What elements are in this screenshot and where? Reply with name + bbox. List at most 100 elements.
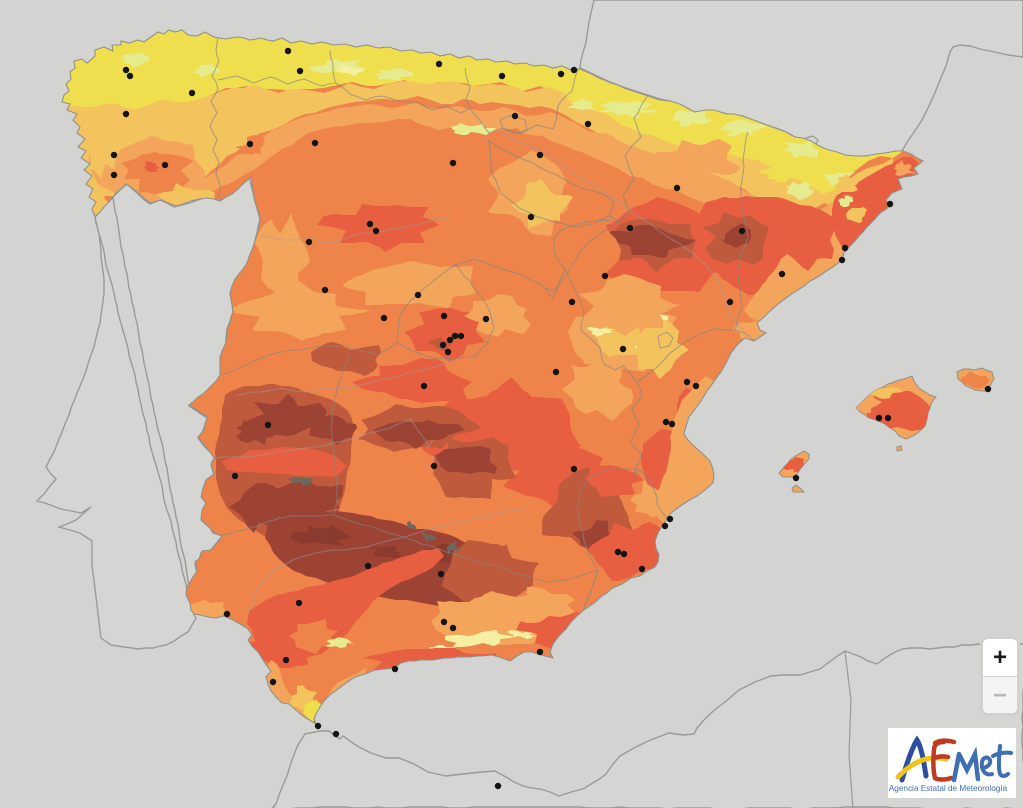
station-dot[interactable]	[110, 151, 118, 159]
station-dot[interactable]	[884, 414, 892, 422]
station-dot[interactable]	[231, 472, 239, 480]
station-dot[interactable]	[435, 60, 443, 68]
temp-patch-paleGreen	[600, 101, 657, 118]
station-dot[interactable]	[841, 244, 849, 252]
station-dot[interactable]	[414, 291, 422, 299]
temp-patch-red	[144, 161, 160, 172]
station-dot[interactable]	[110, 171, 118, 179]
station-dot[interactable]	[321, 286, 329, 294]
temp-patch-pale	[507, 630, 537, 639]
station-dot[interactable]	[366, 220, 374, 228]
station-dot[interactable]	[430, 462, 438, 470]
station-dot[interactable]	[570, 66, 578, 74]
station-dot[interactable]	[626, 224, 634, 232]
station-dot[interactable]	[380, 314, 388, 322]
station-dot[interactable]	[875, 414, 883, 422]
station-dot[interactable]	[122, 110, 130, 118]
station-dot[interactable]	[778, 270, 786, 278]
station-dot[interactable]	[536, 151, 544, 159]
island-formentera	[791, 484, 806, 493]
station-dot[interactable]	[311, 139, 319, 147]
station-dot[interactable]	[984, 385, 992, 393]
station-dot[interactable]	[494, 782, 502, 790]
station-dot[interactable]	[126, 72, 134, 80]
station-dot[interactable]	[683, 378, 691, 386]
temperature-layers	[62, 30, 919, 724]
island-patch	[960, 371, 990, 389]
station-dot[interactable]	[726, 298, 734, 306]
station-dot[interactable]	[584, 120, 592, 128]
algeria-border	[844, 651, 854, 808]
station-dot[interactable]	[332, 730, 340, 738]
temp-patch-yellow	[758, 160, 795, 183]
station-dot[interactable]	[122, 66, 130, 74]
station-dot[interactable]	[284, 47, 292, 55]
station-dot[interactable]	[295, 599, 303, 607]
station-dot[interactable]	[738, 227, 746, 235]
station-dot[interactable]	[314, 722, 322, 730]
region-border	[335, 82, 471, 114]
station-dot[interactable]	[792, 474, 800, 482]
station-dot[interactable]	[527, 213, 535, 221]
station-dot[interactable]	[570, 465, 578, 473]
station-dot[interactable]	[449, 159, 457, 167]
station-dot[interactable]	[391, 665, 399, 673]
station-dot[interactable]	[886, 200, 894, 208]
station-dot[interactable]	[511, 112, 519, 120]
temp-patch-yellow	[62, 30, 906, 198]
station-dot[interactable]	[305, 238, 313, 246]
station-dot[interactable]	[444, 348, 452, 356]
river	[235, 359, 453, 396]
station-dot[interactable]	[457, 332, 465, 340]
station-dot[interactable]	[439, 341, 447, 349]
temp-patch-yelOrange	[833, 174, 858, 192]
station-dot[interactable]	[673, 184, 681, 192]
station-dot[interactable]	[440, 312, 448, 320]
station-dot[interactable]	[264, 421, 272, 429]
station-dot[interactable]	[620, 550, 628, 558]
temp-patch-orange	[121, 152, 193, 194]
station-dot[interactable]	[498, 72, 506, 80]
station-dot[interactable]	[188, 89, 196, 97]
station-dot[interactable]	[536, 648, 544, 656]
station-dot[interactable]	[668, 420, 676, 428]
temp-patch-maroon	[604, 225, 696, 258]
station-dot[interactable]	[223, 610, 231, 618]
station-dot[interactable]	[601, 272, 609, 280]
station-dot[interactable]	[838, 256, 846, 264]
station-dot[interactable]	[161, 161, 169, 169]
station-dot[interactable]	[437, 570, 445, 578]
station-dot[interactable]	[666, 515, 674, 523]
zoom-out-button[interactable]: −	[983, 676, 1017, 713]
station-dot[interactable]	[661, 522, 669, 530]
station-dot[interactable]	[420, 382, 428, 390]
station-dot[interactable]	[638, 565, 646, 573]
station-dot[interactable]	[296, 67, 304, 75]
station-dot[interactable]	[692, 382, 700, 390]
temp-patch-paleGreen	[121, 52, 150, 67]
station-dot[interactable]	[619, 345, 627, 353]
station-dot[interactable]	[662, 418, 670, 426]
station-dot[interactable]	[614, 548, 622, 556]
station-dot[interactable]	[282, 656, 290, 664]
station-dot[interactable]	[568, 298, 576, 306]
temp-patch-red	[587, 522, 665, 581]
region-border	[734, 131, 749, 331]
station-dot[interactable]	[440, 618, 448, 626]
station-dot[interactable]	[557, 70, 565, 78]
temp-patch-orange	[289, 619, 338, 654]
temp-patch-maroon	[236, 418, 280, 445]
station-dot[interactable]	[446, 336, 454, 344]
station-dot[interactable]	[269, 678, 277, 686]
station-dot[interactable]	[372, 227, 380, 235]
station-dot[interactable]	[451, 332, 459, 340]
station-dot[interactable]	[364, 562, 372, 570]
station-dot[interactable]	[449, 624, 457, 632]
region-border	[454, 263, 495, 357]
station-dot[interactable]	[552, 368, 560, 376]
station-dot[interactable]	[246, 140, 254, 148]
region-border	[499, 114, 528, 134]
zoom-in-button[interactable]: +	[983, 639, 1017, 676]
station-dot[interactable]	[482, 315, 490, 323]
